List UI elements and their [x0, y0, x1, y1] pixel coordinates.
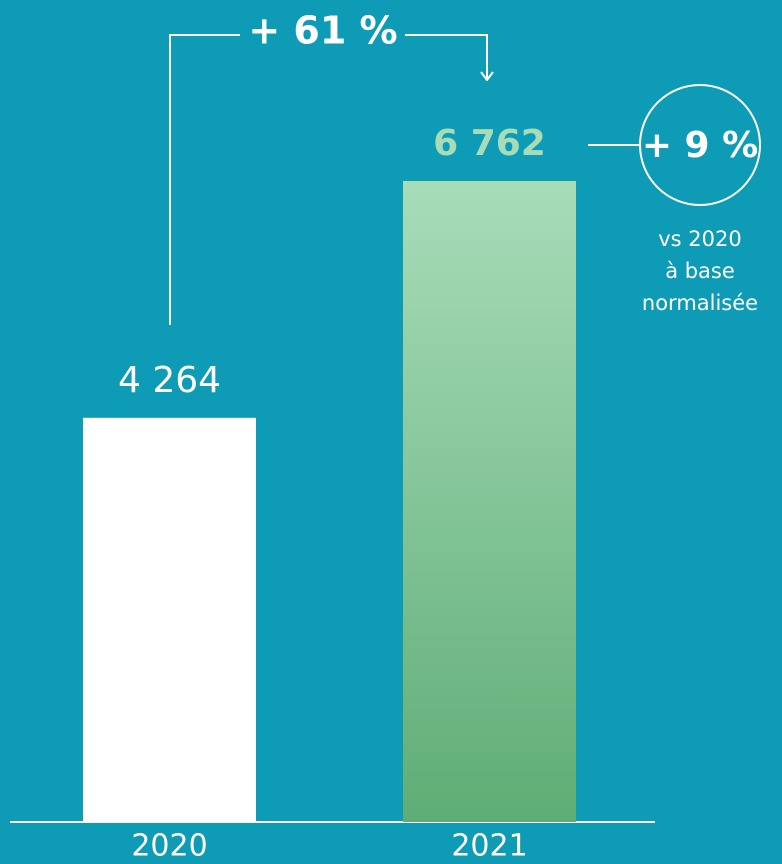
badge: [639, 84, 761, 206]
x-tick-label: 2020: [131, 829, 207, 864]
normalized-growth: + 9 %: [642, 125, 758, 166]
note-line: normalisée: [642, 291, 758, 315]
connector-arrow: [405, 34, 487, 80]
value-label: 6 762: [433, 123, 546, 164]
growth-label: + 61 %: [248, 9, 397, 53]
note-line: vs 2020: [658, 227, 742, 251]
connector: [169, 34, 240, 325]
note-line: à base: [665, 259, 735, 283]
x-tick-label: 2021: [451, 829, 527, 864]
value-label: 4 264: [118, 360, 221, 401]
bar: [403, 181, 576, 822]
bar: [83, 417, 256, 822]
